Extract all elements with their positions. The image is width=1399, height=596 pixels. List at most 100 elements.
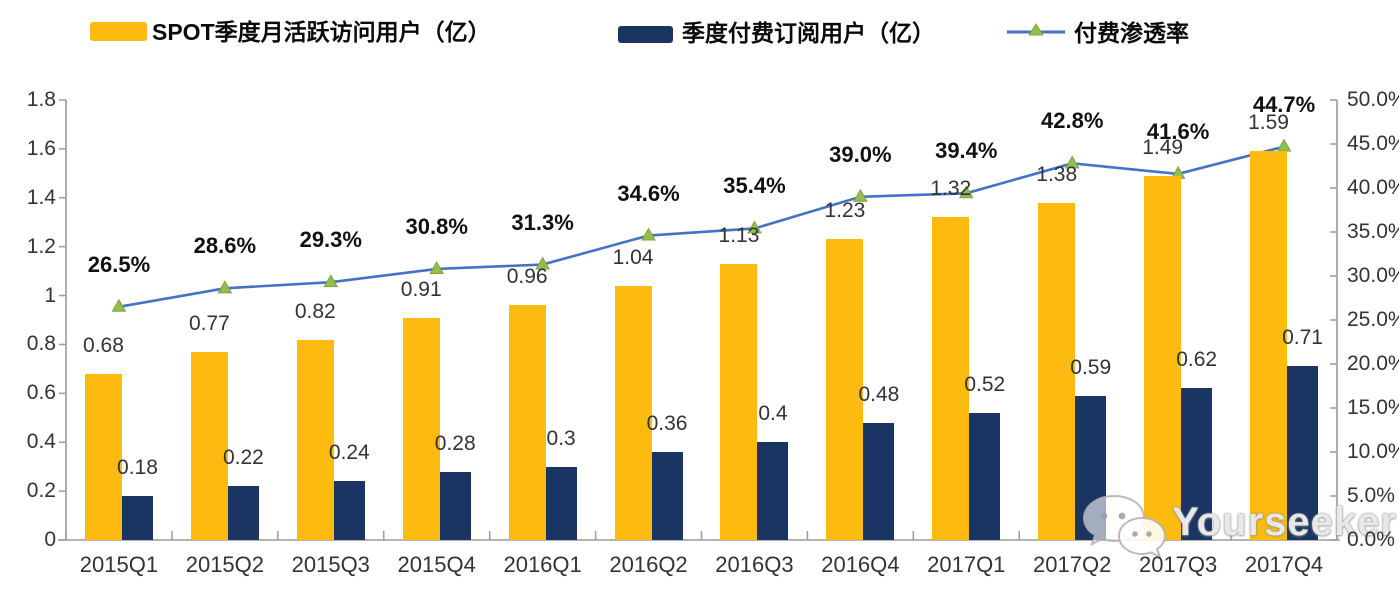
bar-value-label-subs: 0.48 (858, 382, 900, 406)
bar-subs (1181, 388, 1213, 540)
x-axis-label: 2016Q3 (715, 552, 794, 577)
penetration-rate-label: 29.3% (299, 227, 362, 253)
bar-mau (614, 285, 652, 540)
bar-value-label-mau: 1.38 (1036, 162, 1078, 186)
legend-label-mau: SPOT季度月活跃访问用户（亿） (152, 19, 491, 45)
bar-mau (190, 351, 228, 540)
bar-subs (121, 496, 153, 540)
x-axis-label: 2015Q2 (185, 552, 265, 577)
bar-mau (296, 339, 334, 540)
bar-value-label-subs: 0.28 (434, 431, 476, 455)
line-marker (323, 274, 339, 288)
penetration-rate-label: 44.7% (1252, 91, 1316, 117)
bar-mau (1038, 202, 1076, 540)
bar-value-label-mau: 0.91 (400, 277, 442, 301)
y-axis-left-label: 1.6 (26, 136, 56, 160)
y-axis-left-label: 0.6 (26, 381, 56, 405)
bar-mau (508, 305, 546, 540)
x-axis-label: 2017Q4 (1244, 552, 1324, 577)
line-marker (535, 256, 550, 270)
bar-mau (932, 217, 970, 540)
x-axis-label: 2015Q3 (291, 552, 370, 577)
bar-subs (1287, 366, 1319, 540)
bar-value-label-subs: 0.59 (1070, 355, 1112, 379)
x-axis-label: 2017Q3 (1138, 552, 1218, 577)
penetration-rate-label: 39.0% (829, 141, 892, 167)
y-axis-left-label: 1.8 (26, 88, 56, 111)
penetration-rate-label: 34.6% (617, 180, 680, 206)
bar-value-label-mau: 0.68 (83, 333, 124, 357)
bar-mau (1144, 175, 1182, 540)
legend-line-triangle-icon (1007, 23, 1065, 36)
penetration-rate-label: 35.4% (723, 173, 786, 199)
bar-subs (439, 471, 471, 540)
bar-mau (84, 373, 122, 540)
penetration-line (118, 145, 1285, 309)
bar-value-label-subs: 0.24 (328, 441, 370, 465)
penetration-rate-label: 31.3% (511, 209, 574, 235)
bar-value-label-mau: 1.59 (1248, 111, 1289, 135)
bar-subs (863, 422, 895, 540)
bar-value-label-mau: 1.13 (718, 223, 760, 247)
bar-value-label-mau: 0.77 (188, 311, 230, 335)
penetration-rate-label: 30.8% (405, 213, 468, 239)
x-axis-label: 2015Q1 (79, 552, 159, 577)
x-axis-label: 2017Q1 (927, 552, 1006, 577)
bar-value-label-subs: 0.52 (964, 372, 1006, 396)
bar-subs (757, 442, 789, 540)
line-marker (641, 227, 656, 241)
penetration-rate-label: 28.6% (193, 233, 257, 259)
y-axis-right-label: 30.0% (1347, 264, 1399, 287)
wechat-icon (1082, 494, 1167, 560)
y-axis-right-label: 40.0% (1347, 176, 1399, 199)
line-marker (1064, 155, 1080, 169)
bar-subs (333, 481, 365, 540)
x-axis-label: 2017Q2 (1033, 552, 1112, 577)
bar-subs (969, 412, 1001, 540)
y-axis-left-label: 1.2 (26, 234, 56, 258)
penetration-rate-label: 42.8% (1041, 108, 1104, 134)
y-axis-right-label: 50.0% (1347, 88, 1399, 111)
bar-value-label-mau: 0.82 (294, 299, 336, 323)
x-axis-label: 2015Q4 (397, 552, 476, 577)
y-axis-left-label: 0.4 (26, 430, 56, 454)
line-marker (111, 298, 127, 312)
legend-label-subs: 季度付费订阅用户（亿） (682, 20, 935, 46)
bar-value-label-subs: 0.71 (1282, 326, 1323, 350)
bar-subs (545, 466, 577, 540)
bar-value-label-mau: 1.32 (930, 177, 972, 201)
legend-swatch-subs-bar (618, 26, 673, 43)
y-axis-left-label: 1 (44, 283, 56, 307)
x-axis-label: 2016Q1 (503, 552, 582, 577)
y-axis-right-label: 15.0% (1347, 396, 1399, 419)
y-axis-right-label: 5.0% (1347, 484, 1395, 507)
watermark-text: Yourseeker (1172, 500, 1397, 544)
y-axis-right-label: 45.0% (1347, 132, 1399, 155)
bar-value-label-subs: 0.36 (646, 412, 688, 435)
bar-value-label-subs: 0.3 (546, 426, 576, 450)
y-axis-left-label: 0.2 (26, 479, 56, 503)
penetration-rate-label: 26.5% (87, 251, 151, 277)
bar-value-label-mau: 1.23 (824, 199, 866, 223)
bar-value-label-mau: 1.04 (612, 245, 654, 269)
bar-value-label-subs: 0.62 (1176, 348, 1218, 372)
bar-mau (1250, 151, 1288, 540)
line-marker (1276, 138, 1292, 152)
bar-value-label-mau: 0.96 (506, 265, 548, 289)
y-axis-left-label: 0 (44, 528, 56, 551)
line-marker (217, 280, 233, 294)
line-marker (958, 185, 974, 199)
line-marker (853, 188, 868, 202)
bar-mau (720, 263, 758, 540)
bar-subs (227, 486, 259, 540)
x-axis-label: 2016Q4 (821, 552, 900, 577)
line-marker (747, 220, 762, 234)
y-axis-left-label: 0.8 (26, 332, 56, 356)
y-axis-right-label: 25.0% (1347, 308, 1399, 331)
bar-value-label-subs: 0.22 (222, 446, 264, 470)
line-marker (429, 260, 445, 274)
bar-mau (826, 239, 864, 540)
watermark: Yourseeker (1080, 492, 1399, 572)
penetration-rate-label: 41.6% (1146, 118, 1210, 144)
